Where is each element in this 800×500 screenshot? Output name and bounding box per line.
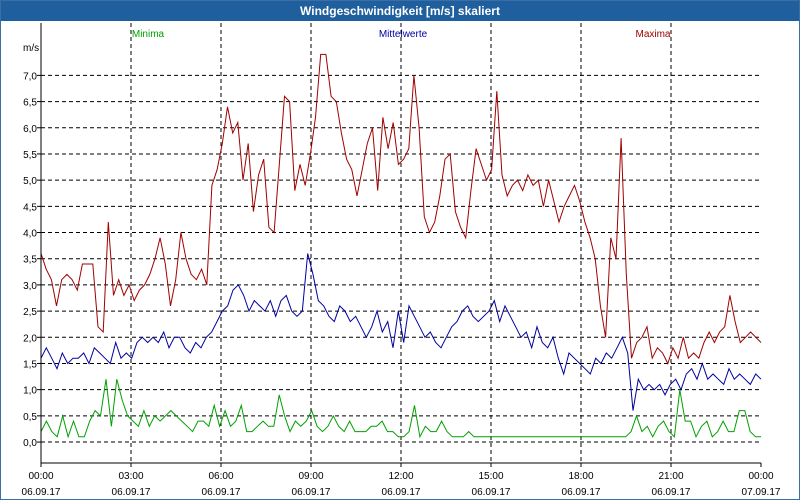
x-tick-time: 00:00: [28, 471, 53, 482]
y-tick-label: 5,5: [23, 150, 37, 161]
x-tick-date: 06.09.17: [562, 487, 601, 498]
x-axis-ticks: 00:00 06.09.17 03:00 06.09.17 06:00 06.09.17 0…: [22, 463, 781, 498]
y-axis-label: m/s: [23, 43, 39, 54]
legend-minima: Minima: [132, 29, 165, 40]
y-tick-label: 2,5: [23, 307, 37, 318]
x-tick-time: 12:00: [388, 471, 413, 482]
y-tick-label: 5,0: [23, 176, 37, 187]
y-tick-label: 3,5: [23, 255, 37, 266]
y-axis-ticks: 0,0 0,5 1,0 1,5 2,0 2,5 3,0 3,5 4,0 4,5 5,0 5,5 6,0 6…: [23, 71, 41, 449]
x-tick-time: 21:00: [658, 471, 683, 482]
grid-lines: [41, 23, 761, 463]
y-tick-label: 0,0: [23, 438, 37, 449]
y-tick-label: 4,5: [23, 202, 37, 213]
legend-mittelwerte: Mittelwerte: [379, 29, 428, 40]
y-tick-label: 1,5: [23, 359, 37, 370]
x-tick-time: 18:00: [568, 471, 593, 482]
series-line-minima: [40, 379, 761, 439]
x-tick-time: 09:00: [298, 471, 323, 482]
y-tick-label: 1,0: [23, 386, 37, 397]
series-line-mittelwerte: [40, 253, 762, 411]
chart-title: Windgeschwindigkeit [m/s] skaliert: [1, 1, 799, 21]
x-tick-time: 03:00: [118, 471, 143, 482]
x-tick-date: 06.09.17: [22, 487, 61, 498]
x-tick-date: 06.09.17: [292, 487, 331, 498]
x-tick-time: 00:00: [748, 471, 773, 482]
series-line-maxima: [40, 53, 762, 365]
legend-maxima: Maxima: [635, 29, 670, 40]
x-tick-date: 06.09.17: [652, 487, 691, 498]
x-tick-time: 06:00: [208, 471, 233, 482]
y-tick-label: 3,0: [23, 281, 37, 292]
x-tick-date: 06.09.17: [472, 487, 511, 498]
x-tick-date: 07.09.17: [742, 487, 781, 498]
legend: Minima Mittelwerte Maxima: [132, 29, 671, 40]
x-tick-date: 06.09.17: [112, 487, 151, 498]
y-tick-label: 6,5: [23, 98, 37, 109]
series-lines: [40, 53, 762, 439]
x-tick-date: 06.09.17: [382, 487, 421, 498]
y-tick-label: 2,0: [23, 333, 37, 344]
y-tick-label: 6,0: [23, 124, 37, 135]
x-tick-date: 06.09.17: [202, 487, 241, 498]
y-tick-label: 0,5: [23, 412, 37, 423]
axes: [40, 23, 761, 464]
y-tick-label: 4,0: [23, 229, 37, 240]
x-tick-time: 15:00: [478, 471, 503, 482]
y-tick-label: 7,0: [23, 71, 37, 82]
